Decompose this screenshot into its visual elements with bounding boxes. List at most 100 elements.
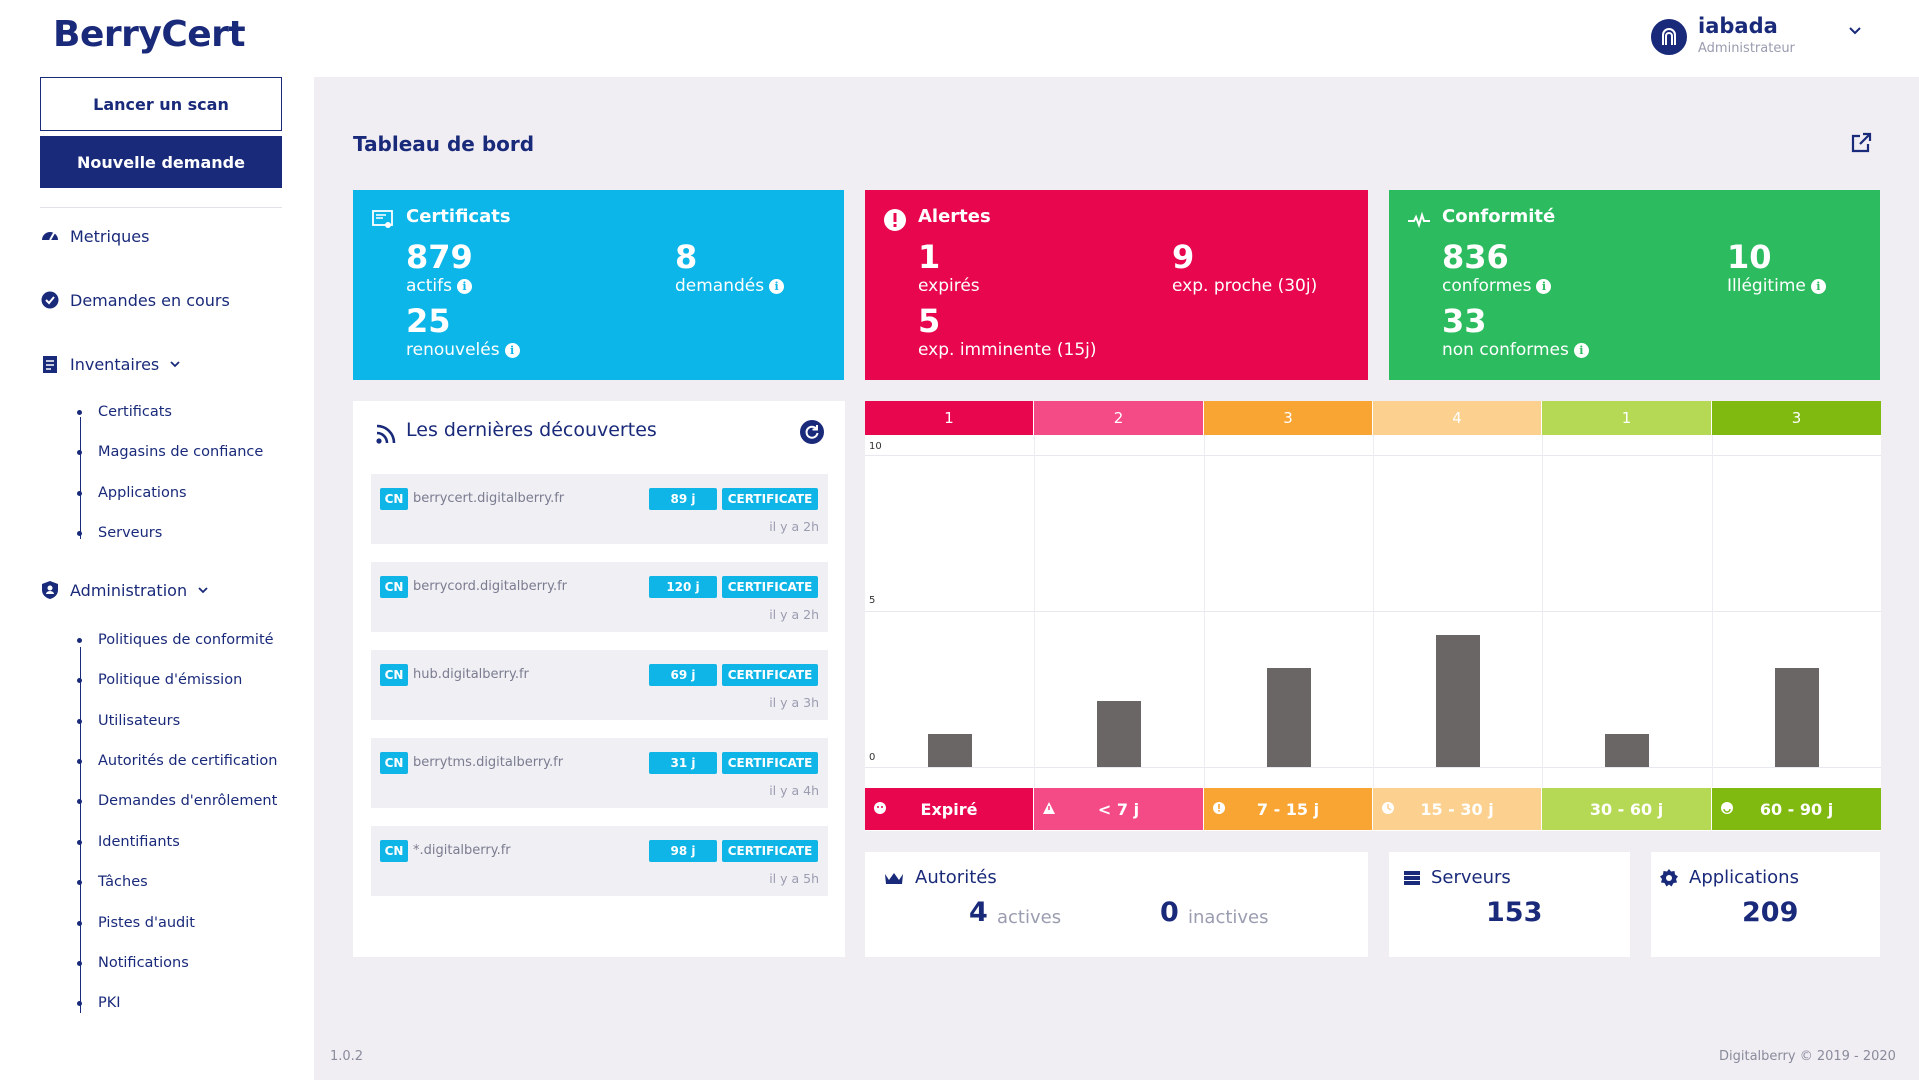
sidebar-item-demandes[interactable]: Demandes en cours bbox=[40, 290, 230, 310]
gridline bbox=[1712, 435, 1713, 787]
category-text: 15 - 30 j bbox=[1420, 799, 1494, 819]
autorites-card[interactable]: Autorités 4 actives 0 inactives bbox=[865, 852, 1368, 957]
cn-badge: CN bbox=[380, 488, 408, 510]
type-badge: CERTIFICATE bbox=[722, 752, 818, 774]
sidebar-subitem-magasins[interactable]: Magasins de confiance bbox=[77, 444, 263, 460]
refresh-icon[interactable] bbox=[800, 420, 824, 444]
sidebar-subitem-politiques[interactable]: Politiques de conformité bbox=[77, 632, 274, 648]
sidebar-subitem-enrolement[interactable]: Demandes d'enrôlement bbox=[77, 793, 277, 809]
application-count: 209 bbox=[1742, 897, 1799, 928]
sidebar-item-administration[interactable]: Administration bbox=[40, 580, 209, 600]
stat-label-text: conformes bbox=[1442, 276, 1532, 296]
conformite-card[interactable]: Conformité 836 conformes i 10 Illégitime i… bbox=[1389, 190, 1880, 380]
sidebar-item-inventaires[interactable]: Inventaires bbox=[40, 354, 181, 374]
chart-bar[interactable] bbox=[927, 733, 972, 767]
sidebar-item-label: Inventaires bbox=[70, 354, 160, 374]
info-icon[interactable]: i bbox=[457, 278, 472, 294]
info-icon[interactable]: i bbox=[1810, 278, 1826, 294]
stat-label: non conformes i bbox=[1442, 340, 1589, 360]
subitem-label: Utilisateurs bbox=[98, 713, 181, 729]
rss-feed-icon bbox=[376, 424, 396, 444]
list-item[interactable]: CN berrycord.digitalberry.fr 120 j CERTI… bbox=[371, 562, 828, 632]
subitem-label: Demandes d'enrôlement bbox=[98, 793, 278, 809]
sidebar-item-metriques[interactable]: Metriques bbox=[40, 226, 149, 246]
info-icon[interactable]: i bbox=[504, 342, 520, 358]
smiley-sad-icon bbox=[874, 802, 886, 814]
info-icon[interactable]: i bbox=[1536, 278, 1552, 294]
new-request-button[interactable]: Nouvelle demande bbox=[40, 136, 282, 188]
sidebar-divider bbox=[40, 207, 282, 208]
card-title-text: Applications bbox=[1689, 867, 1799, 888]
sidebar-subitem-audit[interactable]: Pistes d'audit bbox=[77, 915, 195, 931]
bullet bbox=[77, 530, 82, 536]
chart-bar[interactable] bbox=[1097, 700, 1141, 767]
launch-scan-button[interactable]: Lancer un scan bbox=[40, 77, 282, 131]
host-name: berrytms.digitalberry.fr bbox=[413, 755, 564, 770]
sidebar-subitem-pki[interactable]: PKI bbox=[77, 995, 121, 1011]
type-badge: CERTIFICATE bbox=[722, 488, 818, 510]
sidebar-subitem-utilisateurs[interactable]: Utilisateurs bbox=[77, 713, 180, 729]
sidebar-subitem-applications[interactable]: Applications bbox=[77, 485, 187, 501]
sidebar-subitem-notifications[interactable]: Notifications bbox=[77, 955, 189, 971]
sidebar-subitem-identifiants[interactable]: Identifiants bbox=[77, 834, 180, 850]
stat-label-text: actifs bbox=[406, 276, 452, 296]
sidebar-subitem-certificats[interactable]: Certificats bbox=[77, 404, 172, 420]
chevron-down-icon[interactable] bbox=[1848, 26, 1862, 36]
cn-badge: CN bbox=[380, 664, 408, 686]
host-name: *.digitalberry.fr bbox=[413, 843, 511, 858]
cn-badge: CN bbox=[380, 840, 408, 862]
copyright: Digitalberry © 2019 - 2020 bbox=[1719, 1049, 1896, 1064]
timestamp: il y a 4h bbox=[769, 783, 819, 798]
subitem-label: Certificats bbox=[98, 404, 172, 420]
sidebar: Lancer un scan Nouvelle demande Metrique… bbox=[0, 77, 314, 1080]
subitem-label: Notifications bbox=[98, 955, 189, 971]
info-icon[interactable]: i bbox=[769, 278, 785, 294]
app-version: 1.0.2 bbox=[330, 1049, 364, 1064]
crown-icon bbox=[885, 872, 903, 884]
stat-label: renouvelés i bbox=[406, 340, 520, 360]
applications-card[interactable]: Applications 209 bbox=[1651, 852, 1880, 957]
list-item[interactable]: CN berrytms.digitalberry.fr 31 j CERTIFI… bbox=[371, 738, 828, 808]
chart-category-label: Expiré bbox=[865, 788, 1034, 830]
chart-bar[interactable] bbox=[1266, 667, 1311, 767]
user-avatar-icon[interactable] bbox=[1651, 19, 1687, 55]
stat-label: actifs i bbox=[406, 276, 472, 296]
list-item[interactable]: CN *.digitalberry.fr 98 j CERTIFICATE il… bbox=[371, 826, 828, 896]
card-title: Autorités bbox=[883, 867, 997, 888]
discoveries-title: Les dernières découvertes bbox=[406, 419, 657, 441]
host-name: hub.digitalberry.fr bbox=[413, 667, 529, 682]
active-count: 4 bbox=[969, 897, 988, 928]
sidebar-subitem-taches[interactable]: Tâches bbox=[77, 874, 148, 890]
bullet bbox=[77, 449, 82, 455]
stat-value: 836 bbox=[1442, 238, 1509, 276]
chart-bar[interactable] bbox=[1774, 667, 1819, 767]
shield-user-icon bbox=[40, 580, 60, 600]
list-item[interactable]: CN hub.digitalberry.fr 69 j CERTIFICATE … bbox=[371, 650, 828, 720]
bullet bbox=[77, 798, 82, 804]
chart-header-cell: 2 bbox=[1034, 401, 1204, 435]
subitem-label: Serveurs bbox=[98, 525, 163, 541]
serveurs-card[interactable]: Serveurs 153 bbox=[1389, 852, 1630, 957]
expiry-bar-chart: 10 5 0 1 Expiré 2 < 7 j 3 7 - 15 j 4 15 - 30 j 1… bbox=[865, 401, 1881, 831]
chart-bar[interactable] bbox=[1605, 733, 1649, 767]
certificats-card[interactable]: Certificats 879 actifs i 8 demandés i 25 r… bbox=[353, 190, 844, 380]
subitem-label: Applications bbox=[98, 485, 187, 501]
alertes-card[interactable]: Alertes 1 expirés 9 exp. proche (30j) 5 … bbox=[865, 190, 1368, 380]
sidebar-subitem-autorites[interactable]: Autorités de certification bbox=[77, 753, 278, 769]
sidebar-subitem-emission[interactable]: Politique d'émission bbox=[77, 672, 242, 688]
stat-label-text: non conformes bbox=[1442, 340, 1569, 360]
sidebar-subitem-serveurs[interactable]: Serveurs bbox=[77, 525, 162, 541]
chevron-down-icon bbox=[198, 587, 208, 594]
top-bar: BerryCert iabada Administrateur bbox=[0, 0, 1919, 77]
user-name[interactable]: iabada bbox=[1698, 14, 1778, 38]
list-item[interactable]: CN berrycert.digitalberry.fr 89 j CERTIF… bbox=[371, 474, 828, 544]
timestamp: il y a 2h bbox=[769, 519, 819, 534]
y-tick-label: 0 bbox=[869, 752, 876, 763]
card-title: Certificats bbox=[406, 206, 511, 227]
chart-bar[interactable] bbox=[1435, 634, 1480, 767]
bullet bbox=[77, 490, 82, 496]
app-logo[interactable]: BerryCert bbox=[53, 14, 246, 55]
info-icon[interactable]: i bbox=[1573, 342, 1589, 358]
external-link-icon[interactable] bbox=[1849, 131, 1873, 155]
card-title: Alertes bbox=[918, 206, 991, 227]
